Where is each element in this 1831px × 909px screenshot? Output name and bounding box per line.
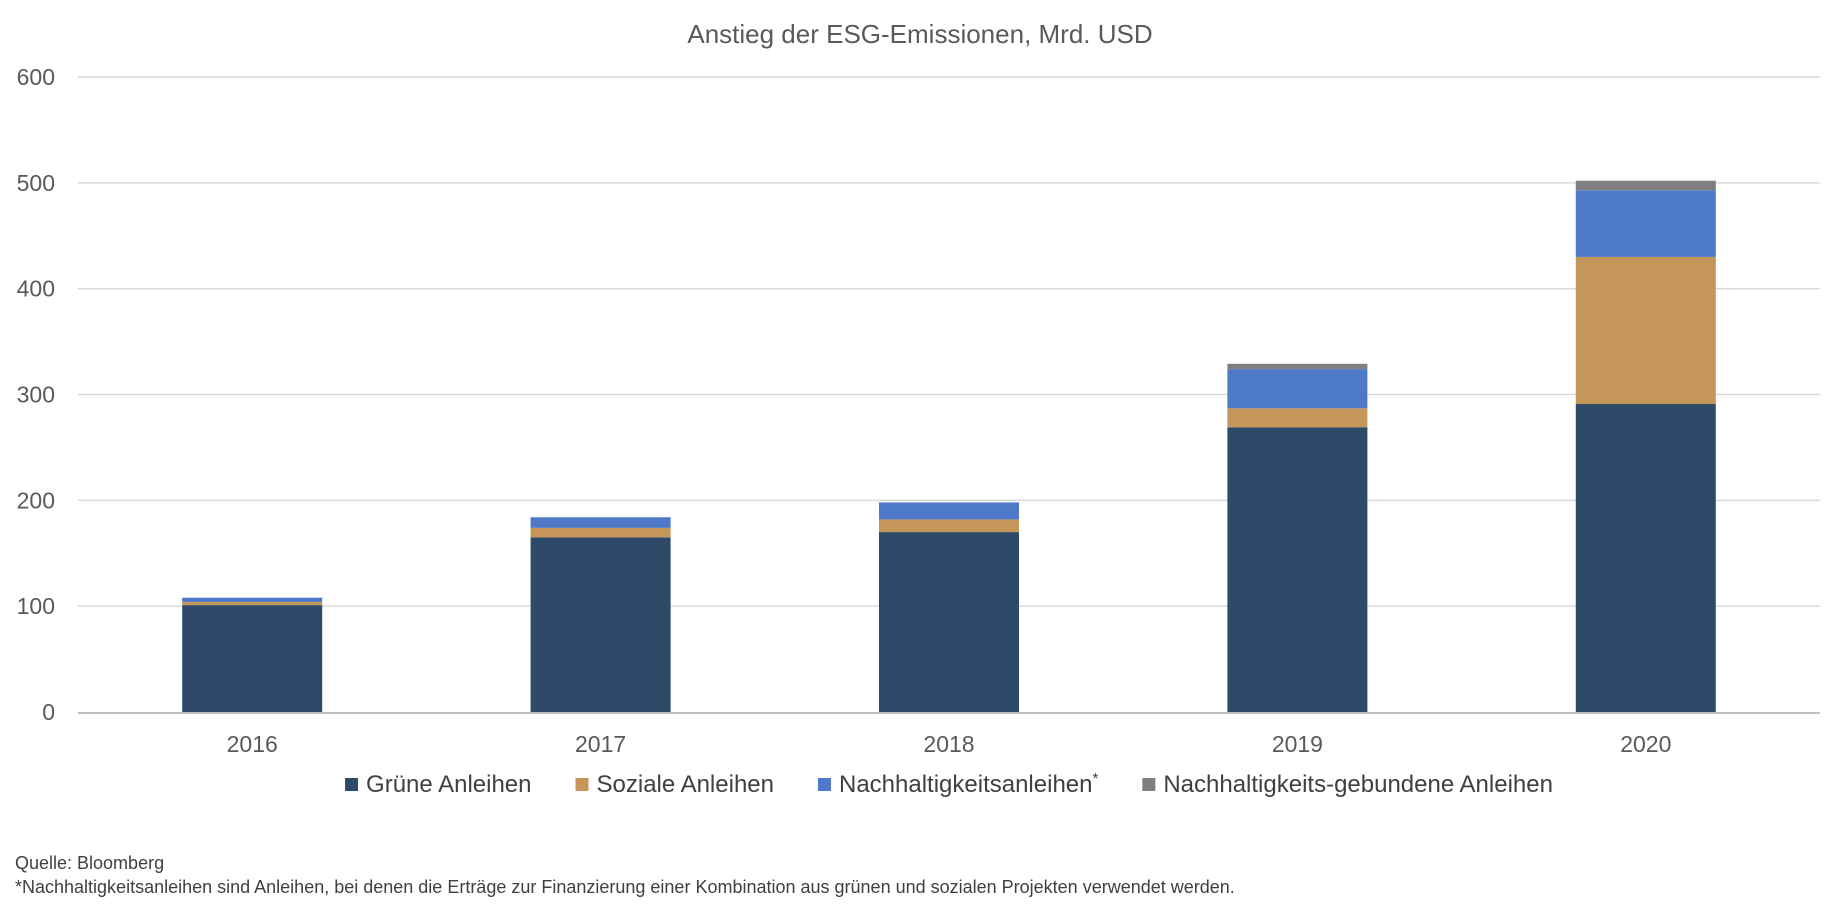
y-tick-label: 500 — [17, 170, 55, 196]
y-tick-label: 200 — [17, 487, 55, 513]
source-note: Quelle: Bloomberg — [15, 853, 165, 873]
x-tick-label: 2018 — [923, 731, 974, 757]
legend-series-name: Grüne Anleihen — [366, 771, 531, 798]
x-axis-ticks: 2016 2017 2018 2019 2020 — [227, 731, 1672, 757]
y-tick-label: 600 — [17, 64, 55, 90]
y-tick-label: 300 — [17, 382, 55, 408]
y-tick-label: 400 — [17, 276, 55, 302]
bar-segment — [1227, 369, 1368, 409]
legend-item: Nachhaltigkeits-gebundene Anleihen — [1142, 771, 1553, 798]
definition-note: *Nachhaltigkeitsanleihen sind Anleihen, … — [15, 877, 1235, 897]
legend-item: Grüne Anleihen — [345, 771, 532, 798]
bar-segment — [182, 605, 323, 712]
legend-series-name: Soziale Anleihen — [597, 771, 774, 798]
footnotes: Quelle: Bloomberg *Nachhaltigkeitsanleih… — [15, 851, 1235, 899]
bar-segment — [1575, 190, 1716, 257]
bar-segment — [879, 519, 1019, 533]
chart-title: Anstieg der ESG-Emissionen, Mrd. USD — [687, 19, 1152, 49]
y-tick-label: 100 — [17, 593, 55, 619]
gridlines — [78, 76, 1820, 607]
legend: Grüne Anleihen Soziale Anleihen Nachhaltig… — [345, 770, 1553, 798]
bar-segment — [879, 532, 1019, 712]
legend-label: Grüne Anleihen — [366, 771, 531, 798]
x-tick-label: 2019 — [1272, 731, 1323, 757]
legend-swatch — [1142, 778, 1156, 791]
bar-segment — [879, 502, 1019, 520]
bar-segment — [530, 517, 671, 528]
bar-segment — [530, 527, 671, 538]
legend-series-name: Nachhaltigkeitsanleihen — [839, 771, 1093, 798]
legend-item: Nachhaltigkeitsanleihen* — [817, 770, 1099, 798]
bar-segment — [182, 601, 323, 606]
bar-segment — [1227, 363, 1368, 370]
x-tick-label: 2016 — [227, 731, 278, 757]
bar-segment — [1575, 256, 1716, 405]
legend-footnote-marker: * — [1092, 770, 1098, 787]
bar-segment — [1227, 408, 1368, 428]
legend-swatch — [575, 778, 589, 791]
bars — [182, 180, 1716, 712]
legend-label: Soziale Anleihen — [597, 771, 774, 798]
legend-label: Nachhaltigkeits-gebundene Anleihen — [1163, 771, 1553, 798]
bar-segment — [1227, 427, 1368, 712]
legend-item: Soziale Anleihen — [575, 771, 774, 798]
bar-segment — [1575, 404, 1716, 712]
legend-label: Nachhaltigkeitsanleihen* — [839, 770, 1099, 798]
bar-segment — [530, 537, 671, 712]
legend-swatch — [345, 778, 359, 791]
bar-segment — [182, 597, 323, 602]
x-tick-label: 2020 — [1620, 731, 1671, 757]
x-tick-label: 2017 — [575, 731, 626, 757]
bar-segment — [1575, 180, 1716, 191]
y-tick-label: 0 — [42, 699, 55, 725]
y-axis-ticks: 0 100 200 300 400 500 600 — [17, 64, 55, 725]
legend-swatch — [817, 778, 831, 791]
legend-series-name: Nachhaltigkeits-gebundene Anleihen — [1163, 771, 1553, 798]
